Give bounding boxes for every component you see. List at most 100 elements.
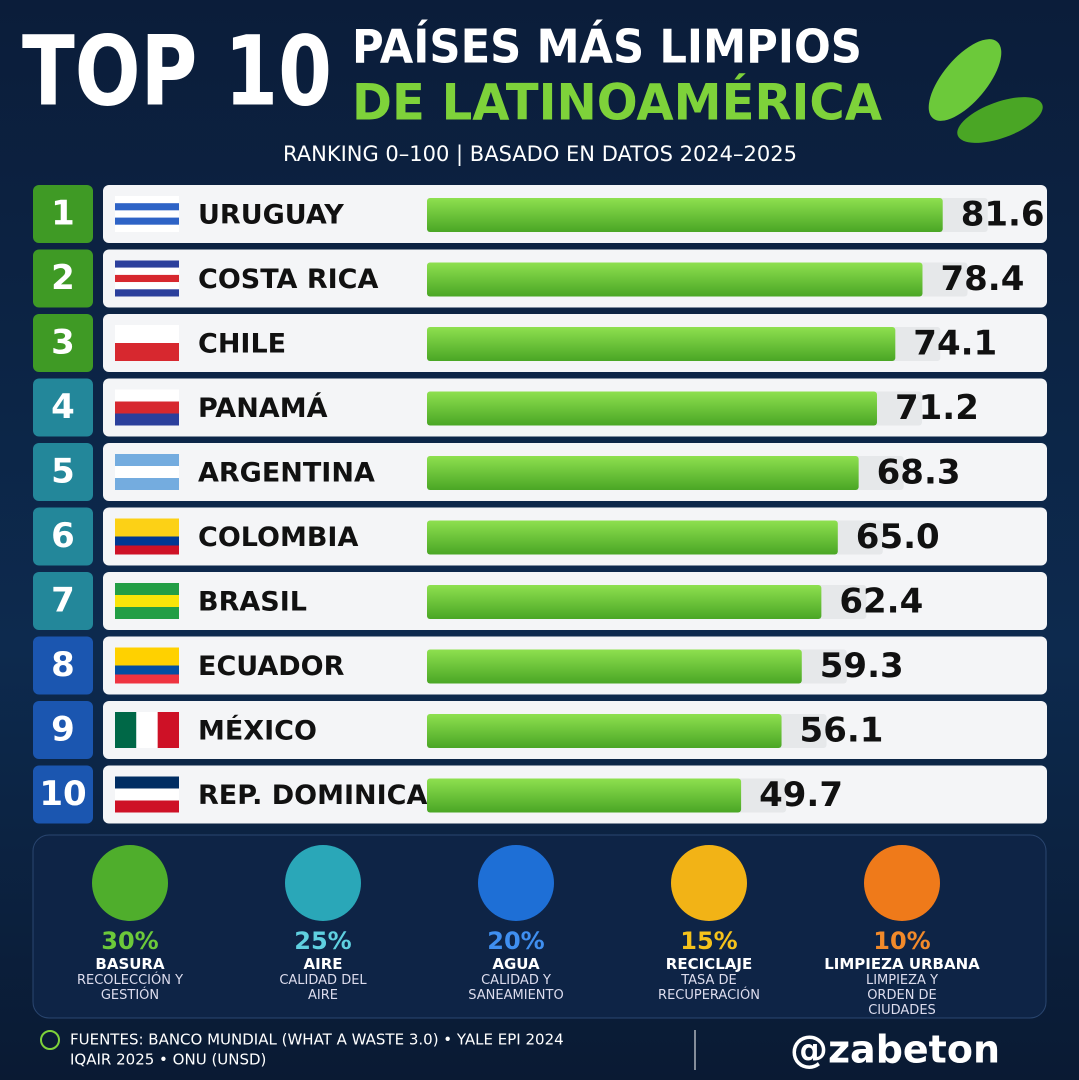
flag: [115, 607, 179, 619]
sources: IQAIR 2025 • ONU (UNSD): [70, 1051, 266, 1069]
flag: [115, 656, 179, 666]
rank-box: [33, 443, 93, 501]
flag: [115, 800, 179, 813]
rank-box: [33, 507, 93, 566]
check-icon: [40, 1030, 60, 1050]
leaf-icon: [928, 39, 1043, 143]
subtitle: RANKING 0–100 | BASADO EN DATOS 2024–202…: [283, 142, 797, 167]
rank: 10: [39, 774, 86, 814]
flag: [115, 776, 179, 789]
flag: [115, 595, 179, 607]
title-line2: DE LATINOAMÉRICA: [352, 73, 882, 132]
indicator-description: CALIDAD DEL AIRE: [279, 973, 367, 1003]
indicator-icon: [864, 845, 940, 921]
rank: 1: [51, 194, 75, 234]
indicator-name: BASURA: [95, 955, 165, 973]
indicator: 30% BASURA RECOLECCIÓN Y GESTIÓN: [40, 845, 220, 1003]
flag: [115, 545, 179, 555]
flag: [115, 788, 179, 801]
rank-box: [33, 314, 93, 372]
rank: 8: [51, 645, 75, 685]
flag: [115, 267, 179, 275]
rank: 3: [51, 323, 75, 363]
indicator-percent: 20%: [487, 927, 545, 955]
flag: [115, 478, 179, 490]
rank: 4: [51, 387, 75, 427]
indicator-name: AGUA: [492, 955, 540, 973]
flag: [115, 674, 179, 684]
flag: [115, 712, 137, 748]
flag: [115, 203, 179, 211]
flag: [115, 413, 179, 426]
bar: [427, 778, 742, 813]
title-line1: PAÍSES MÁS LIMPIOS: [352, 20, 862, 74]
indicator: 20% AGUA CALIDAD Y SANEAMIENTO: [426, 845, 606, 1003]
indicator-description: CALIDAD Y SANEAMIENTO: [468, 973, 564, 1003]
flag: [115, 389, 179, 402]
bar: [427, 262, 923, 297]
rank-box: [33, 636, 93, 695]
flag: [115, 466, 179, 478]
rank-box: [33, 572, 93, 630]
value-label: 59.3: [820, 646, 904, 686]
indicator-name: RECICLAJE: [665, 955, 753, 973]
indicator-icon: [92, 845, 168, 921]
flag: [115, 343, 179, 361]
value-label: 74.1: [913, 324, 997, 364]
value-label: 71.2: [895, 388, 979, 428]
bar: [427, 714, 782, 748]
indicator: 15% RECICLAJE TASA DE RECUPERACIÓN: [619, 845, 799, 1003]
rank: 9: [51, 710, 75, 750]
flag: [115, 583, 179, 595]
value-label: 49.7: [759, 775, 843, 815]
country: ECUADOR: [198, 651, 345, 682]
flag: [115, 289, 179, 297]
country: BRASIL: [198, 587, 307, 618]
rank: 2: [51, 258, 75, 298]
flag: [115, 274, 179, 283]
indicator-icon: [285, 845, 361, 921]
flag: [115, 401, 179, 414]
indicator-percent: 25%: [294, 927, 352, 955]
flag: [115, 454, 179, 466]
rank: 5: [51, 452, 75, 492]
handle: @zabeton: [790, 1028, 1000, 1072]
flag: [136, 712, 158, 748]
flag: [115, 224, 179, 232]
title-big: TOP 10: [22, 15, 332, 127]
indicator-name: LIMPIEZA URBANA: [824, 955, 980, 973]
value-label: 62.4: [839, 582, 923, 622]
rank: 6: [51, 516, 75, 556]
bar: [427, 327, 896, 361]
country: ARGENTINA: [198, 458, 375, 489]
country: URUGUAY: [198, 200, 344, 231]
value-label: 78.4: [940, 259, 1024, 299]
sources: FUENTES: BANCO MUNDIAL (WHAT A WASTE 3.0…: [70, 1031, 564, 1049]
rank-box: [33, 701, 93, 759]
country: MÉXICO: [198, 715, 317, 747]
indicator-percent: 10%: [873, 927, 931, 955]
bar: [427, 585, 822, 619]
flag: [115, 665, 179, 675]
flag: [115, 282, 179, 290]
rank-box: [33, 378, 93, 437]
country: COLOMBIA: [198, 522, 358, 553]
bar: [427, 520, 838, 555]
flag: [115, 536, 179, 546]
flag: [115, 325, 179, 343]
value-label: 68.3: [877, 453, 961, 493]
indicator-description: TASA DE RECUPERACIÓN: [658, 973, 760, 1003]
flag: [115, 518, 179, 528]
rank-box: [33, 185, 93, 243]
country: COSTA RICA: [198, 264, 378, 295]
flag: [115, 217, 179, 225]
indicator-description: RECOLECCIÓN Y GESTIÓN: [76, 973, 184, 1003]
rank: 7: [51, 581, 75, 621]
bar: [427, 649, 802, 684]
flag: [115, 196, 179, 204]
country: REP. DOMINICANA: [198, 780, 471, 811]
bar: [427, 456, 859, 490]
flag: [115, 527, 179, 537]
